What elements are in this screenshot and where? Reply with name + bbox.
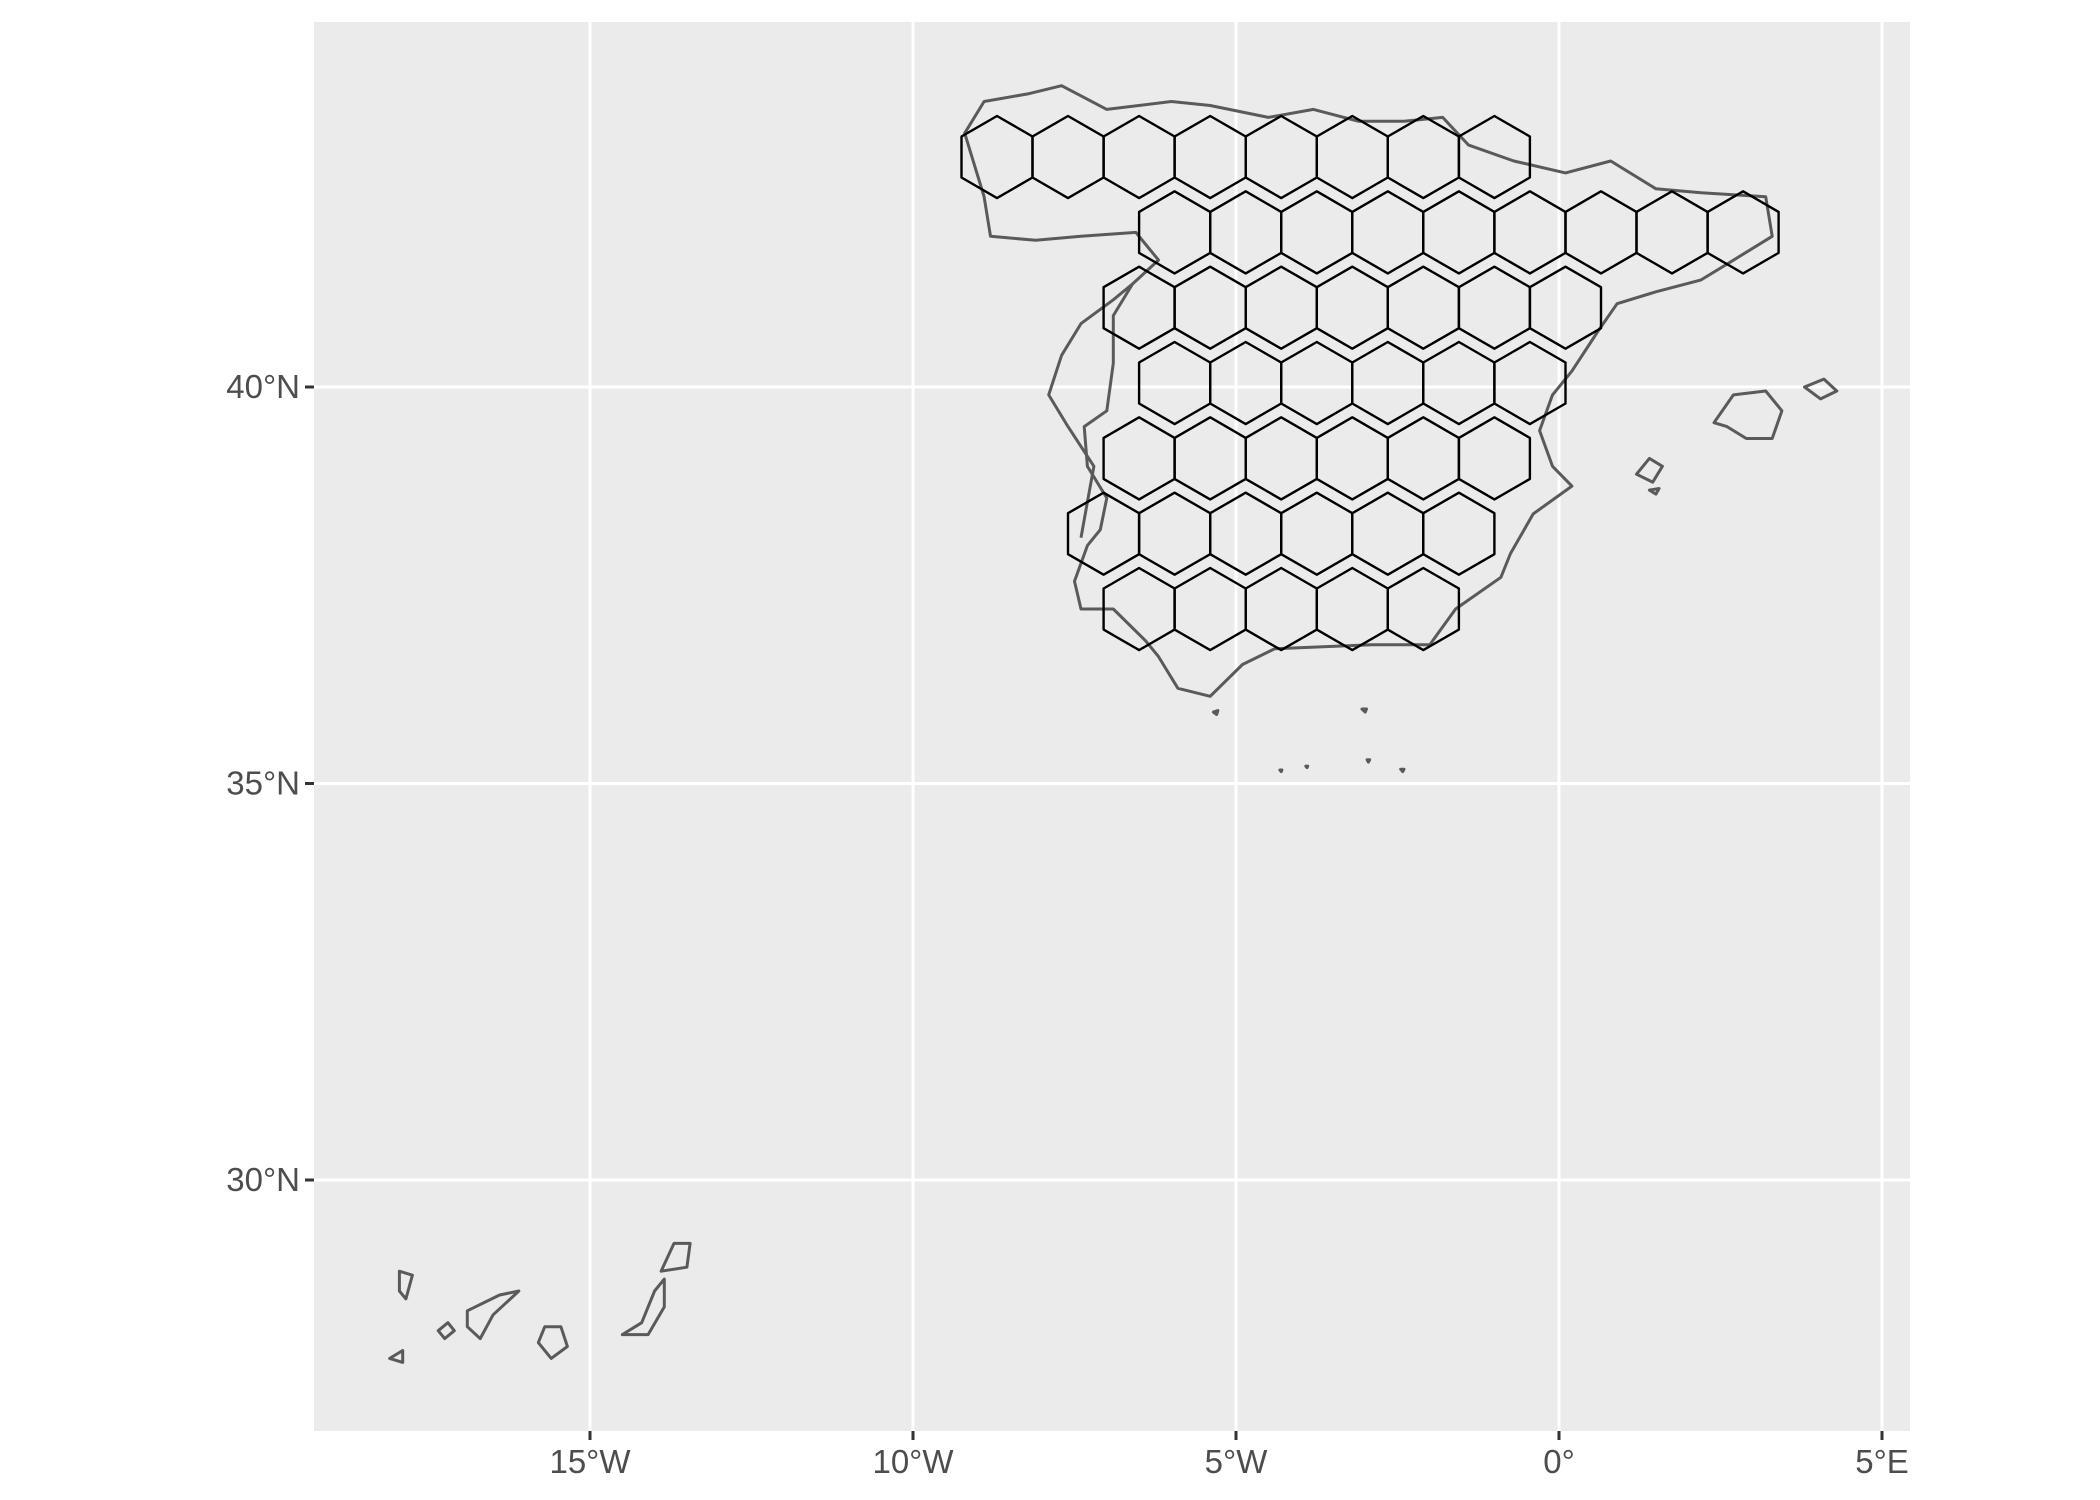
y-tick-label-1: 35°N xyxy=(226,765,300,802)
hexagon-46 xyxy=(1386,566,1461,652)
coastline-2 xyxy=(1712,389,1784,440)
hexagon-7 xyxy=(1457,114,1532,200)
hexagon-grid xyxy=(960,114,1780,652)
coastline-15 xyxy=(1365,758,1372,764)
coastline-7 xyxy=(620,1277,666,1337)
x-tick-label-3: 0° xyxy=(1543,1443,1575,1480)
coastline-9 xyxy=(465,1289,521,1341)
coastline-0 xyxy=(963,84,1774,698)
coastline-4 xyxy=(1635,456,1664,484)
hexagon-29 xyxy=(1493,340,1567,426)
coastline-6 xyxy=(659,1241,692,1273)
x-tick-label-2: 5°W xyxy=(1205,1443,1269,1480)
coastline-17 xyxy=(1278,768,1284,774)
coastline-12 xyxy=(388,1349,405,1364)
hexagon-23 xyxy=(1528,265,1603,350)
axes: 15°W 10°W 5°W 0° 5°E 30°N 35°N 40°N xyxy=(226,368,1909,1480)
coastline-18 xyxy=(1399,767,1406,774)
x-tick-label-4: 5°E xyxy=(1855,1443,1909,1480)
coastline-10 xyxy=(436,1321,456,1341)
x-tick-label-1: 10°W xyxy=(872,1443,954,1480)
coastlines xyxy=(388,84,1839,1364)
coastline-14 xyxy=(1360,707,1368,714)
y-tick-label-0: 30°N xyxy=(226,1161,300,1198)
hexagon-41 xyxy=(1422,491,1496,576)
coastline-16 xyxy=(1304,764,1310,770)
y-tick-label-2: 40°N xyxy=(226,368,300,405)
hexagon-16 xyxy=(1706,190,1780,275)
coastline-11 xyxy=(397,1269,414,1301)
x-tick-label-0: 15°W xyxy=(549,1443,631,1480)
hexagon-35 xyxy=(1457,416,1532,501)
coastline-5 xyxy=(1647,487,1661,496)
coastline-13 xyxy=(1211,709,1220,716)
coastline-3 xyxy=(1803,377,1839,401)
coastline-8 xyxy=(536,1325,569,1360)
